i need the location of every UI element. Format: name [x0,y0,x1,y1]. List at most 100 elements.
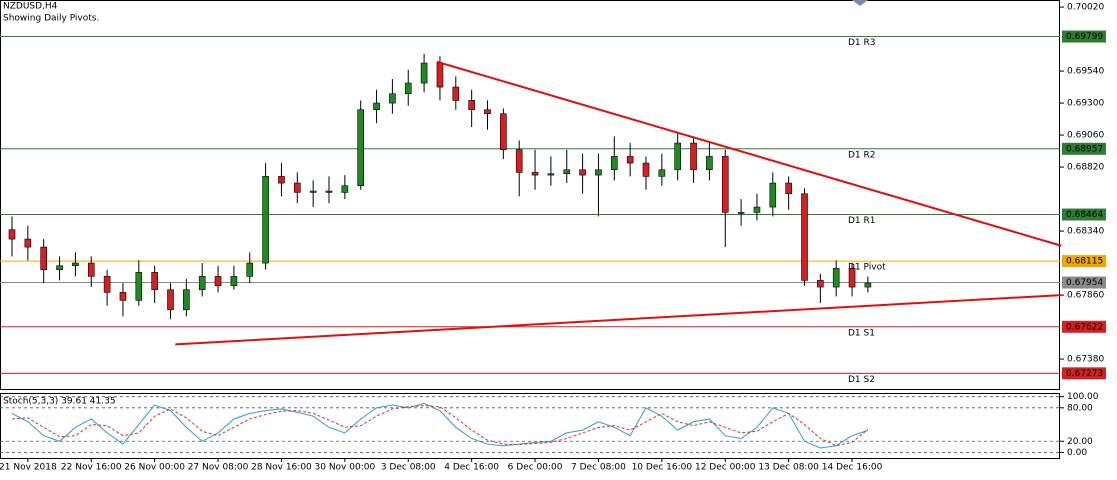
candle-body [357,109,365,187]
trendline [175,294,1062,346]
candle-body [531,172,539,176]
price-label: 0.68115 [1066,257,1103,267]
candle-body [230,276,238,287]
y-tick-label: 0.69540 [1067,67,1104,77]
candle-body [436,62,444,88]
pivot-level-name: D1 S1 [848,328,875,338]
candle-body [468,100,475,111]
candle-body [119,292,127,301]
candle-body [864,282,872,288]
candle-body [325,190,333,193]
x-tick-label: 10 Dec 16:00 [632,463,693,473]
scroll-marker [852,0,868,6]
candle-body [198,276,206,291]
x-tick-label: 22 Nov 16:00 [61,463,122,473]
candle-body [103,276,111,293]
x-tick-label: 26 Nov 00:00 [124,463,185,473]
price-label-box [1062,208,1106,221]
x-tick-label: 30 Nov 00:00 [315,463,376,473]
candle-body [484,109,491,115]
price-label: 0.68957 [1066,144,1103,154]
candle-body [658,169,666,177]
y-tick-label: 0.68820 [1067,163,1104,173]
candle-body [595,169,602,176]
candle-body [721,156,729,213]
candle-body [515,149,523,173]
pivot-level-name: D1 Pivot [848,263,886,273]
chart-subtitle: Showing Daily Pivots. [3,14,99,24]
y-tick-label: 0.00 [1067,448,1087,458]
candle-body [373,102,380,111]
stoch-title: Stoch(5,3,3) 39.61 41.35 [3,397,116,407]
candle-body [610,156,618,171]
candle-body [87,262,95,277]
candle-body [832,268,840,288]
candle-body [341,185,349,193]
candle-body [626,156,634,164]
candle-body [737,212,745,214]
y-tick-label: 0.67380 [1067,355,1104,365]
price-label-box [1062,255,1106,268]
candle-body [56,265,63,271]
candle-body [40,246,48,271]
price-label: 0.69799 [1066,32,1103,42]
candle-body [72,262,79,267]
stoch-line [11,405,869,447]
price-label: 0.68464 [1066,210,1103,220]
stoch-line [11,402,869,449]
candle-body [293,182,301,193]
candle-body [690,142,697,171]
price-label-box [1062,367,1106,380]
pivot-level-name: D1 S2 [848,375,875,385]
candle-body [801,193,808,281]
candle-body [547,173,555,176]
main-panel-frame [0,0,1060,390]
x-tick-label: 12 Dec 00:00 [695,463,756,473]
candle-body [579,169,586,176]
candle-body [769,182,777,208]
candle-body [278,176,285,184]
x-tick-label: 4 Dec 16:00 [444,463,499,473]
price-label: 0.67273 [1066,369,1103,379]
y-tick-label: 0.68340 [1067,227,1104,237]
x-tick-label: 27 Nov 08:00 [188,463,249,473]
x-tick-label: 6 Dec 00:00 [508,463,563,473]
candle-body [674,142,682,171]
price-label-box [1062,276,1106,289]
pivot-level-name: D1 R2 [848,150,876,160]
candle-body [563,169,571,175]
candle-body [753,206,761,213]
candle-body [817,280,824,288]
candle-body [848,268,856,288]
candle-body [420,62,428,84]
pivot-level-name: D1 R3 [848,38,876,48]
x-tick-label: 21 Nov 2018 [0,463,57,473]
y-tick-label: 0.69300 [1067,99,1104,109]
price-label: 0.67622 [1066,322,1103,332]
stoch-panel-frame [0,393,1060,459]
y-tick-label: 80.00 [1067,403,1093,413]
candle-body [262,176,269,264]
candle-body [135,272,143,301]
x-tick-label: 13 Dec 08:00 [758,463,819,473]
y-tick-label: 0.67860 [1067,291,1104,301]
price-label-box [1062,320,1106,333]
price-label: 0.67954 [1066,278,1103,288]
y-tick-label: 0.70020 [1067,3,1104,13]
trendline [436,60,1062,247]
candle-body [151,272,158,291]
candle-body [214,276,222,287]
candle-body [389,93,396,104]
candle-body [167,289,174,311]
candle-body [642,162,650,177]
candle-body [785,182,792,195]
x-tick-label: 28 Nov 16:00 [251,463,312,473]
y-tick-label: 0.69060 [1067,131,1104,141]
candle-body [24,238,32,248]
candle-body [8,229,16,240]
price-label-box [1062,142,1106,155]
pivot-level-name: D1 R1 [848,216,876,226]
chart-title: NZDUSD,H4 [3,2,58,12]
